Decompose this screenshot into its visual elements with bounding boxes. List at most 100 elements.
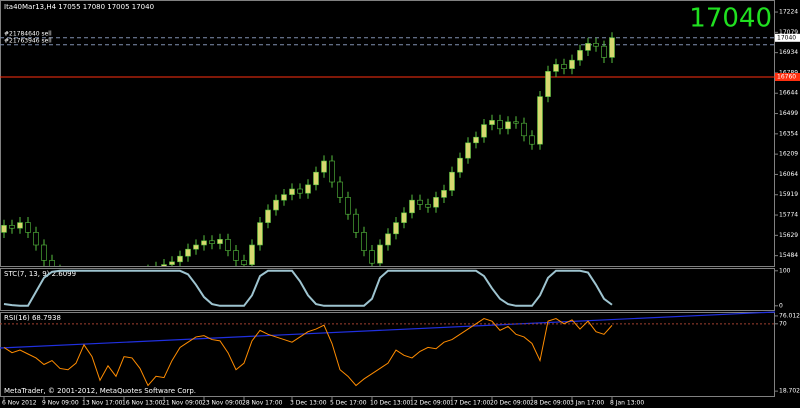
x-tick-label: 12 Dec 09:00 xyxy=(410,400,451,407)
x-tick-label: 23 Nov 09:00 xyxy=(202,400,243,407)
order-label: #21784640 sell xyxy=(4,30,52,37)
candle-body xyxy=(337,181,343,198)
x-tick-label: 20 Dec 09:00 xyxy=(490,400,531,407)
candle-body xyxy=(177,255,183,263)
y-tick-label: 17224 xyxy=(779,9,798,16)
candle-body xyxy=(305,184,311,194)
candle-body xyxy=(521,122,527,137)
candle-body xyxy=(425,204,431,208)
y-tick-label: 15774 xyxy=(779,212,798,219)
x-tick-label: 6 Nov 2012 xyxy=(2,400,37,407)
candle-body xyxy=(1,225,7,233)
candle-body xyxy=(345,197,351,215)
y-tick-label: 16934 xyxy=(779,49,798,56)
main-frame xyxy=(0,0,775,267)
y-tick-label: 15919 xyxy=(779,191,798,198)
candle-body xyxy=(529,135,535,145)
candle-body xyxy=(233,250,239,261)
candle-body xyxy=(281,194,287,201)
x-tick-label: 13 Nov 17:00 xyxy=(82,400,123,407)
candle-body xyxy=(225,239,231,251)
candle-body xyxy=(353,213,359,233)
candle-body xyxy=(193,244,199,250)
candle-body xyxy=(169,261,175,265)
candle-body xyxy=(201,240,207,246)
level-box xyxy=(775,73,800,81)
candle-body xyxy=(209,240,215,244)
x-tick-label: 5 Dec 17:00 xyxy=(330,400,367,407)
candle-body xyxy=(185,248,191,257)
candle-body xyxy=(393,222,399,235)
copyright: MetaTrader, © 2001-2012, MetaQuotes Soft… xyxy=(4,387,196,395)
candle-body xyxy=(537,96,543,145)
rsi-title: RSI(16) 68.7938 xyxy=(4,314,61,322)
candle-body xyxy=(241,260,247,265)
stc-title: STC(7, 13, 9) 2.6099 xyxy=(4,270,76,278)
candle-body xyxy=(513,121,519,124)
candle-body xyxy=(249,244,255,265)
candle-body xyxy=(609,37,615,58)
price-box-label: 17040 xyxy=(777,34,796,41)
indicator-line xyxy=(3,318,613,387)
panel-0 xyxy=(0,32,775,266)
y-tick-label: 16499 xyxy=(779,110,798,117)
candle-body xyxy=(289,188,295,195)
candle-body xyxy=(585,43,591,51)
candle-body xyxy=(25,222,31,233)
y-tick-label: 17079 xyxy=(779,29,798,36)
candle-body xyxy=(321,160,327,173)
candle-body xyxy=(49,260,55,266)
candle-body xyxy=(17,222,23,229)
candle-body xyxy=(361,232,367,251)
candle-body xyxy=(273,199,279,211)
candle-body xyxy=(473,136,479,144)
candle-body xyxy=(497,120,503,130)
indicator-line xyxy=(3,269,613,307)
candle-body xyxy=(601,45,607,58)
chart-title: Ita40Mar13,H4 17055 17080 17005 17040 xyxy=(4,3,154,11)
y-tick-label: 15484 xyxy=(779,252,798,259)
y-tick-label: 16064 xyxy=(779,171,798,178)
candle-body xyxy=(553,64,559,72)
candle-body xyxy=(433,197,439,208)
y-tick-label: 0 xyxy=(779,302,783,309)
candle-body xyxy=(489,120,495,125)
candle-body xyxy=(401,212,407,223)
candle-body xyxy=(265,209,271,223)
y-tick-label: 16644 xyxy=(779,90,798,97)
candle-body xyxy=(161,264,167,266)
candle-body xyxy=(369,250,375,264)
order-label: #21763946 sell xyxy=(4,37,52,44)
candle-body xyxy=(449,171,455,191)
stc-frame xyxy=(0,268,775,311)
x-tick-label: 28 Nov 17:00 xyxy=(242,400,283,407)
y-tick-label: 16789 xyxy=(779,69,798,76)
candle-body xyxy=(457,157,463,173)
y-tick-label: 15629 xyxy=(779,232,798,239)
candle-body xyxy=(465,142,471,159)
candle-body xyxy=(9,225,15,229)
candle-body xyxy=(545,71,551,97)
candle-body xyxy=(441,190,447,198)
candle-body xyxy=(577,50,583,61)
candle-body xyxy=(329,160,335,183)
candle-body xyxy=(41,244,47,261)
panel-1 xyxy=(3,269,613,307)
x-tick-label: 3 Dec 13:00 xyxy=(290,400,327,407)
panel-2 xyxy=(0,318,775,387)
candle-body xyxy=(297,188,303,194)
candle-body xyxy=(217,239,223,244)
y-tick-label: 16354 xyxy=(779,130,798,137)
candle-body xyxy=(481,124,487,138)
x-tick-label: 28 Dec 09:00 xyxy=(530,400,571,407)
level-label: 16760 xyxy=(777,74,796,81)
y-tick-label: 76.0125 xyxy=(779,312,800,319)
candle-body xyxy=(377,244,383,264)
x-tick-label: 16 Nov 13:00 xyxy=(122,400,163,407)
y-tick-label: 100 xyxy=(779,267,791,274)
candle-body xyxy=(313,171,319,186)
candle-body xyxy=(417,199,423,205)
candle-body xyxy=(569,59,575,69)
